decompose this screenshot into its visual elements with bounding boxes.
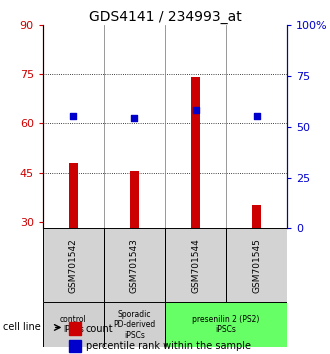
Point <box>132 116 137 121</box>
Bar <box>69 163 78 228</box>
Bar <box>130 171 139 228</box>
Bar <box>252 205 261 228</box>
Bar <box>69 340 81 352</box>
Bar <box>226 228 287 302</box>
Text: count: count <box>86 324 114 333</box>
Text: cell line: cell line <box>3 322 41 332</box>
Bar <box>191 77 200 228</box>
Text: control
IPSCs: control IPSCs <box>60 315 87 335</box>
Text: Sporadic
PD-derived
iPSCs: Sporadic PD-derived iPSCs <box>113 310 156 339</box>
Bar <box>43 302 104 347</box>
Text: percentile rank within the sample: percentile rank within the sample <box>86 341 251 351</box>
Bar <box>165 302 287 347</box>
Text: GSM701544: GSM701544 <box>191 238 200 293</box>
Bar <box>43 228 104 302</box>
Bar <box>69 322 81 335</box>
Text: GSM701545: GSM701545 <box>252 238 261 293</box>
Title: GDS4141 / 234993_at: GDS4141 / 234993_at <box>89 10 241 24</box>
Point <box>71 114 76 119</box>
Bar <box>104 228 165 302</box>
Bar <box>165 228 226 302</box>
Text: GSM701542: GSM701542 <box>69 238 78 293</box>
Text: presenilin 2 (PS2)
iPSCs: presenilin 2 (PS2) iPSCs <box>192 315 260 335</box>
Point <box>193 108 198 113</box>
Point <box>254 114 259 119</box>
Bar <box>104 302 165 347</box>
Text: GSM701543: GSM701543 <box>130 238 139 293</box>
